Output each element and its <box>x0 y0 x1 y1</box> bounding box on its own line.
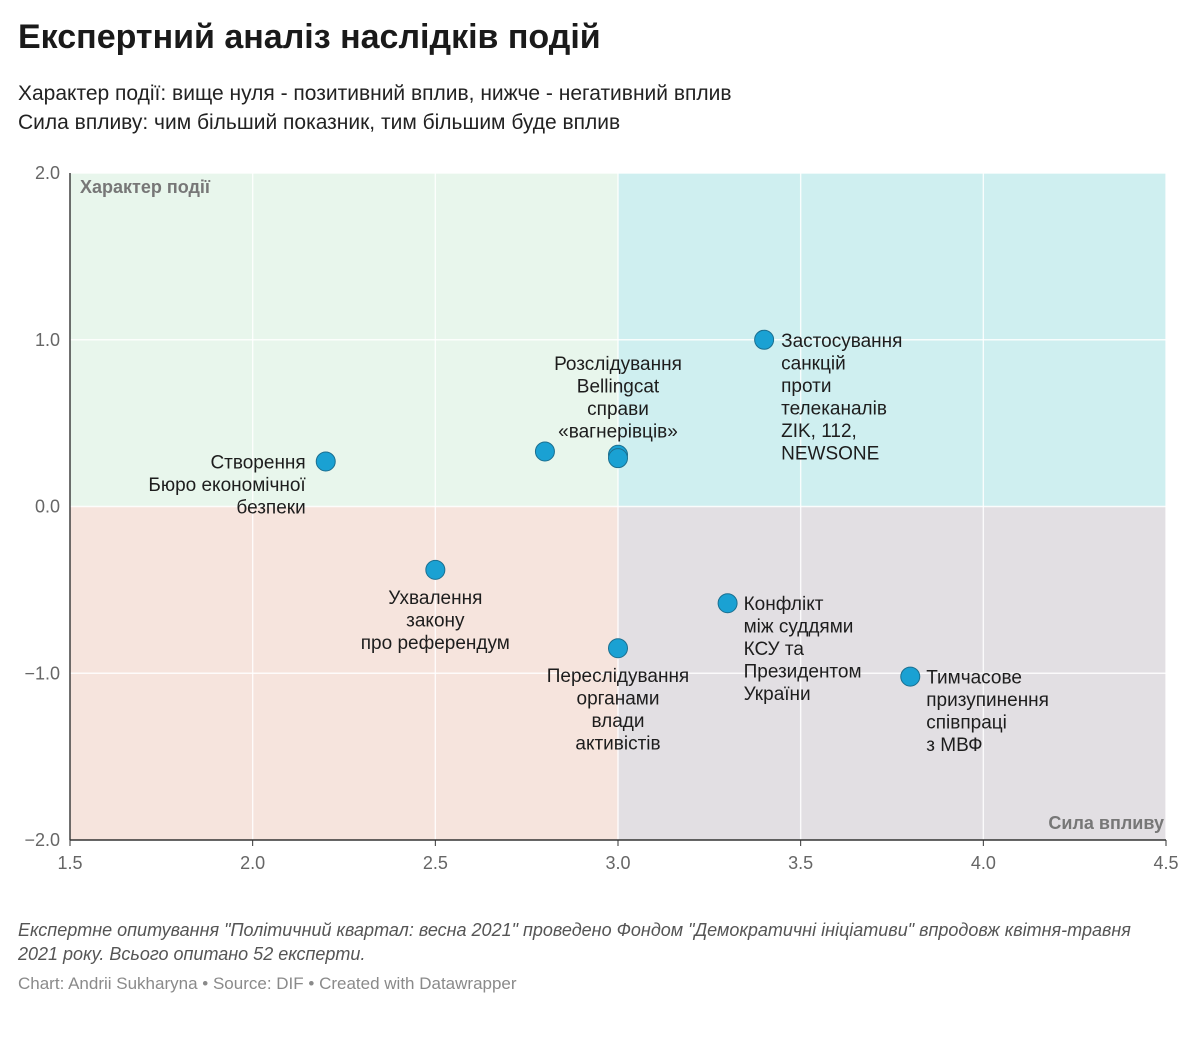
x-tick-label: 3.5 <box>788 853 813 873</box>
data-label: Конфлікт між суддями КСУ та Президентом Укра… <box>744 594 862 705</box>
y-tick-label: −2.0 <box>24 830 60 850</box>
x-tick-label: 2.0 <box>240 853 265 873</box>
data-label-line: Застосування <box>781 331 902 352</box>
subtitle-line-2: Сила впливу: чим більший показник, тим б… <box>18 111 621 134</box>
data-label-line: про референдум <box>361 633 510 654</box>
chart-notes: Експертне опитування "Політичний квартал… <box>18 920 1131 964</box>
data-label: Ухвалення закону про референдум <box>361 588 510 654</box>
y-tick-label: 2.0 <box>35 163 60 183</box>
data-label-line: проти <box>781 376 831 397</box>
x-tick-label: 2.5 <box>423 853 448 873</box>
subtitle-line-1: Характер події: вище нуля - позитивний в… <box>18 82 732 105</box>
data-point <box>717 593 738 614</box>
data-point <box>754 329 775 350</box>
chart-credits: Chart: Andrii Sukharyna • Source: DIF • … <box>18 974 517 994</box>
data-point <box>534 441 555 462</box>
data-label-line: між суддями <box>744 617 854 638</box>
data-label-line: Президентом <box>744 662 862 683</box>
data-point <box>608 638 628 659</box>
scatter-chart: 1.5 2.0 2.5 3.0 3.5 4.0 4.5 2.0 1.0 0.0 −1.0 −2.0 Ха… <box>24 163 1178 873</box>
data-label-line: КСУ та <box>744 639 805 660</box>
data-label-line: з МВФ <box>926 735 982 756</box>
data-label-line: Бюро економічної <box>148 475 306 496</box>
y-axis-label: Характер події <box>80 177 211 197</box>
x-tick-label: 1.5 <box>57 853 82 873</box>
data-label-line: активістів <box>575 734 660 755</box>
data-label-line: Конфлікт <box>744 594 824 615</box>
data-label-line: ZIK, 112, <box>781 421 857 442</box>
x-tick-label: 4.5 <box>1153 853 1178 873</box>
data-label-line: санкцій <box>781 353 846 374</box>
data-label-line: влади <box>591 711 644 732</box>
credit-separator: • <box>303 974 320 993</box>
credit-source: Source: DIF <box>212 974 304 993</box>
data-label-line: Тимчасове <box>926 668 1022 689</box>
data-label: Створення Бюро економічної безпеки <box>148 452 306 518</box>
data-label-line: України <box>744 684 811 705</box>
y-tick-label: −1.0 <box>24 663 60 683</box>
data-label-line: співпраці <box>926 713 1007 734</box>
x-axis-label: Сила впливу <box>1048 813 1164 833</box>
x-tick-label: 4.0 <box>971 853 996 873</box>
data-label: Застосування санкцій проти телеканалів ZIK, … <box>781 331 902 465</box>
data-label-line: NEWSONE <box>781 443 879 464</box>
data-point <box>315 451 336 472</box>
credit-separator: • <box>197 974 213 993</box>
data-label: Розслідування Bellingcat справи «вагнерівці… <box>554 354 682 443</box>
credit-tool: Created with Datawrapper <box>319 974 517 993</box>
data-label-line: органами <box>577 689 660 710</box>
data-point <box>900 666 921 687</box>
y-tick-label: 1.0 <box>35 330 60 350</box>
data-label-line: призупинення <box>926 690 1049 711</box>
data-label-line: Bellingcat <box>577 376 660 397</box>
data-label-line: Переслідування <box>547 666 689 687</box>
data-point <box>425 559 446 580</box>
data-label-line: справи <box>587 399 649 420</box>
data-label-line: закону <box>406 610 465 631</box>
data-label-line: телеканалів <box>781 398 887 419</box>
page-title: Експертний аналіз наслідків подій <box>18 18 601 56</box>
data-point <box>608 448 628 469</box>
credit-chart: Chart: Andrii Sukharyna <box>18 974 198 993</box>
y-tick-label: 0.0 <box>35 497 60 517</box>
data-label-line: безпеки <box>236 497 305 518</box>
data-label: Тимчасове призупинення співпраці з МВФ <box>926 668 1049 757</box>
x-tick-label: 3.0 <box>605 853 630 873</box>
data-label-line: Розслідування <box>554 354 682 375</box>
data-label-line: Створення <box>210 452 305 473</box>
data-label-line: «вагнерівців» <box>558 421 678 442</box>
data-label: Переслідування органами влади активістів <box>547 666 689 755</box>
data-label-line: Ухвалення <box>388 588 482 609</box>
